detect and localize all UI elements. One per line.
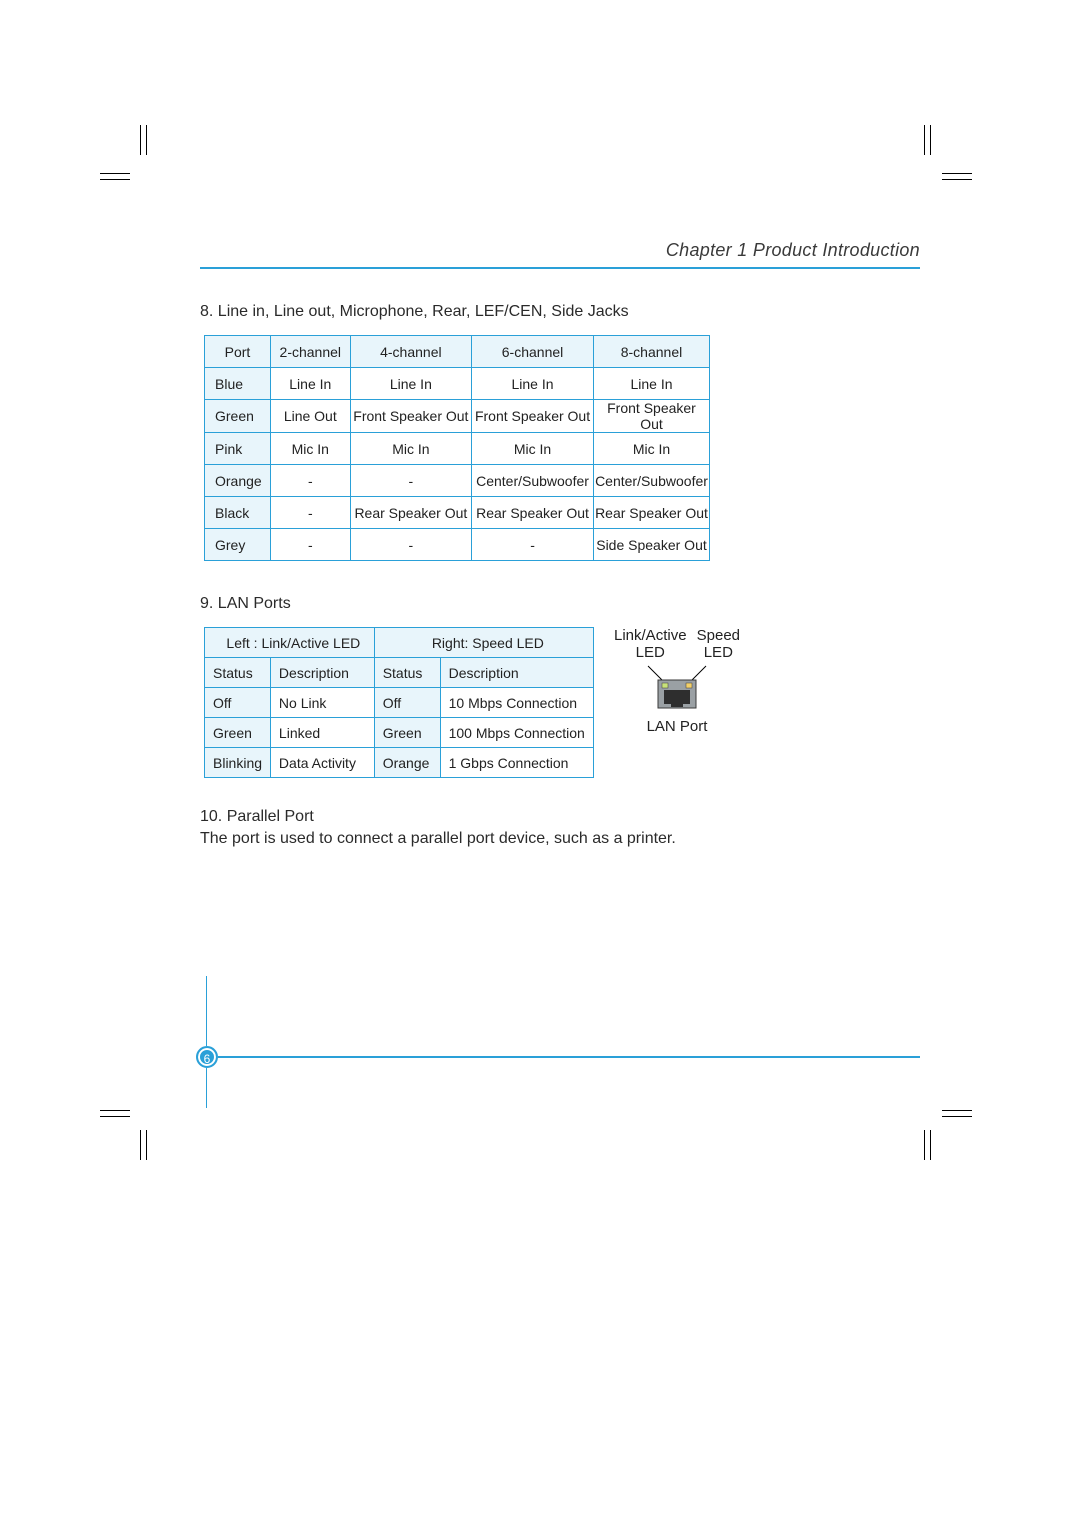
cell: Mic In <box>472 433 594 465</box>
cell: Off <box>205 688 271 718</box>
diagram-caption: LAN Port <box>612 718 742 735</box>
section8-label: 8. Line in, Line out, Microphone, Rear, … <box>200 303 920 321</box>
section9-label: 9. LAN Ports <box>200 595 920 613</box>
page-footer: 6 <box>196 1036 920 1076</box>
table-row: Green Linked Green 100 Mbps Connection <box>205 718 594 748</box>
table-header-row: Left : Link/Active LED Right: Speed LED <box>205 628 594 658</box>
cell: - <box>350 465 471 497</box>
cell: Line In <box>472 368 594 400</box>
cell: Green <box>205 718 271 748</box>
col-port: Port <box>205 336 271 368</box>
lan-led-table: Left : Link/Active LED Right: Speed LED … <box>204 627 594 778</box>
cell: 100 Mbps Connection <box>440 718 593 748</box>
cell: Green <box>205 400 271 433</box>
sub-description: Description <box>440 658 593 688</box>
cell: - <box>270 497 350 529</box>
section10-text: The port is used to connect a parallel p… <box>200 828 920 850</box>
cell: Rear Speaker Out <box>472 497 594 529</box>
cell: Orange <box>374 748 440 778</box>
chapter-title: Chapter 1 Product Introduction <box>200 240 920 269</box>
col-6ch: 6-channel <box>472 336 594 368</box>
cell: Front Speaker Out <box>472 400 594 433</box>
section10-block: 10. Parallel Port The port is used to co… <box>200 806 920 849</box>
cell: - <box>350 529 471 561</box>
col-4ch: 4-channel <box>350 336 471 368</box>
cell: Mic In <box>270 433 350 465</box>
table-row: Off No Link Off 10 Mbps Connection <box>205 688 594 718</box>
table-subheader-row: Status Description Status Description <box>205 658 594 688</box>
cell: Off <box>374 688 440 718</box>
lan-port-diagram: Link/Active LED Speed LED LAN Port <box>612 627 742 735</box>
section10-label: 10. Parallel Port <box>200 806 920 828</box>
cell: 1 Gbps Connection <box>440 748 593 778</box>
text: LED <box>704 644 733 661</box>
table-row: Orange - - Center/Subwoofer Center/Subwo… <box>205 465 710 497</box>
table-row: Blue Line In Line In Line In Line In <box>205 368 710 400</box>
left-group-header: Left : Link/Active LED <box>205 628 375 658</box>
page-content: Chapter 1 Product Introduction 8. Line i… <box>200 240 920 849</box>
cell: Pink <box>205 433 271 465</box>
cell: - <box>472 529 594 561</box>
table-row: Pink Mic In Mic In Mic In Mic In <box>205 433 710 465</box>
diagram-right-label: Speed LED <box>697 627 740 662</box>
sub-status: Status <box>205 658 271 688</box>
cell: Black <box>205 497 271 529</box>
cell: Line In <box>350 368 471 400</box>
cell: 10 Mbps Connection <box>440 688 593 718</box>
table-row: Black - Rear Speaker Out Rear Speaker Ou… <box>205 497 710 529</box>
text: Link/Active <box>614 627 687 644</box>
text: LED <box>636 644 665 661</box>
cell: - <box>270 529 350 561</box>
cell: Line Out <box>270 400 350 433</box>
cell: Mic In <box>593 433 709 465</box>
table-header-row: Port 2-channel 4-channel 6-channel 8-cha… <box>205 336 710 368</box>
diagram-left-label: Link/Active LED <box>614 627 687 662</box>
right-group-header: Right: Speed LED <box>374 628 593 658</box>
cell: Center/Subwoofer <box>593 465 709 497</box>
col-8ch: 8-channel <box>593 336 709 368</box>
cell: Side Speaker Out <box>593 529 709 561</box>
sub-status: Status <box>374 658 440 688</box>
cell: Mic In <box>350 433 471 465</box>
cell: Blinking <box>205 748 271 778</box>
cell: - <box>270 465 350 497</box>
table-row: Blinking Data Activity Orange 1 Gbps Con… <box>205 748 594 778</box>
cell: Line In <box>270 368 350 400</box>
table-row: Grey - - - Side Speaker Out <box>205 529 710 561</box>
cell: Linked <box>270 718 374 748</box>
cell: Line In <box>593 368 709 400</box>
cell: Front Speaker Out <box>593 400 709 433</box>
cell: Rear Speaker Out <box>593 497 709 529</box>
cell: Orange <box>205 465 271 497</box>
audio-table-body: Blue Line In Line In Line In Line In Gre… <box>205 368 710 561</box>
cell: Center/Subwoofer <box>472 465 594 497</box>
cell: Green <box>374 718 440 748</box>
cell: Blue <box>205 368 271 400</box>
lan-port-icon <box>622 664 732 712</box>
cell: Rear Speaker Out <box>350 497 471 529</box>
audio-jack-table: Port 2-channel 4-channel 6-channel 8-cha… <box>204 335 710 561</box>
cell: Front Speaker Out <box>350 400 471 433</box>
cell: Data Activity <box>270 748 374 778</box>
sub-description: Description <box>270 658 374 688</box>
table-row: Green Line Out Front Speaker Out Front S… <box>205 400 710 433</box>
cell: Grey <box>205 529 271 561</box>
cell: No Link <box>270 688 374 718</box>
col-2ch: 2-channel <box>270 336 350 368</box>
page-number: 6 <box>196 1046 218 1068</box>
text: Speed <box>697 627 740 644</box>
